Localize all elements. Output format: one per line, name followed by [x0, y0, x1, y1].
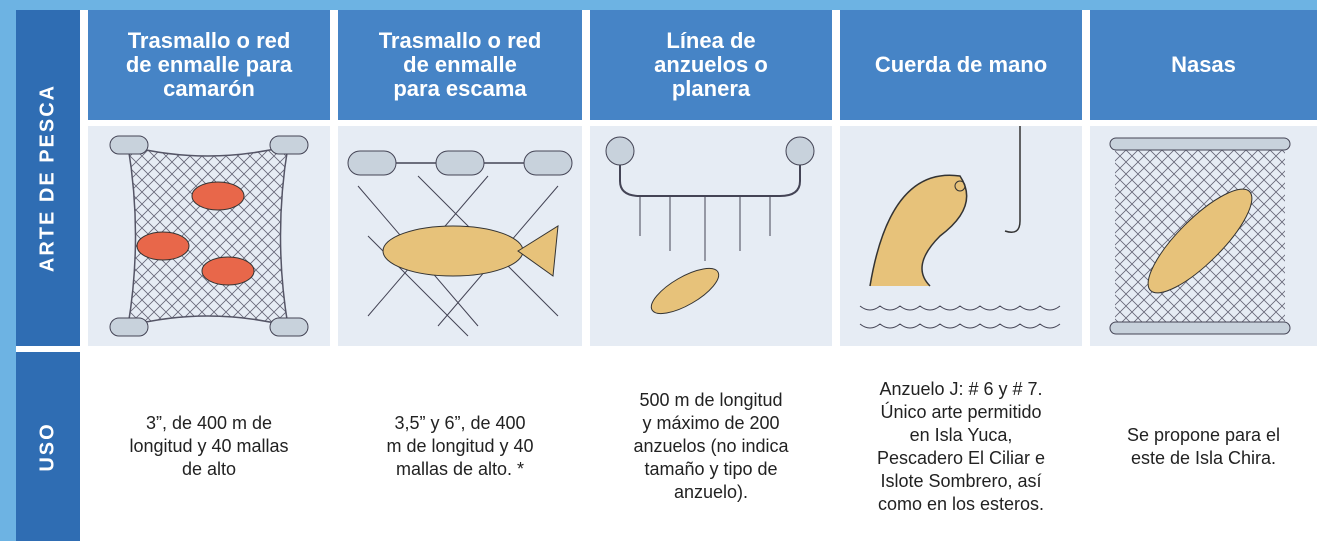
text-line: m de longitud y 40	[386, 436, 534, 456]
usage-cell: 3,5” y 6”, de 400 m de longitud y 40 malla…	[338, 352, 582, 541]
text-line: para escama	[393, 76, 527, 101]
text-line: camarón	[163, 76, 255, 101]
handline	[859, 126, 1061, 329]
text-line: este de Isla Chira.	[1130, 447, 1277, 468]
column-header: Línea de anzuelos o planera	[590, 10, 832, 120]
left-band	[0, 0, 16, 541]
longline	[605, 136, 815, 315]
usage-cell: 500 m de longitud y máximo de 200 anzuelos…	[590, 352, 832, 541]
text-line: de enmalle	[403, 52, 517, 77]
fish-trap	[1109, 137, 1291, 335]
illustration	[338, 126, 582, 346]
text-line: Trasmallo o red	[378, 28, 542, 53]
side-label-box: USO	[16, 352, 80, 541]
side-label: USO	[36, 421, 59, 472]
text-line: y máximo de 200	[642, 413, 780, 433]
text-line: planera	[671, 76, 751, 101]
text-line: anzuelos o	[654, 52, 768, 77]
text-line: tamaño y tipo de	[644, 459, 778, 479]
text-line: Línea de	[666, 28, 756, 53]
text-line: como en los esteros.	[877, 493, 1045, 514]
illustration	[1090, 126, 1317, 346]
text-line: anzuelos (no indica	[633, 436, 789, 456]
text-line: en Isla Yuca,	[909, 424, 1013, 445]
illustration	[88, 126, 330, 346]
text-line: Trasmallo o red	[127, 28, 291, 53]
text-line: 500 m de longitud	[639, 390, 783, 410]
text-line: Anzuelo J: # 6 y # 7.	[879, 378, 1043, 399]
usage-cell: Se propone para el este de Isla Chira.	[1090, 352, 1317, 541]
text-line: Islote Sombrero, así	[880, 470, 1042, 491]
shrimp-net	[109, 135, 309, 337]
column-header: Trasmallo o red de enmalle para camarón	[88, 10, 330, 120]
text-line: longitud y 40 mallas	[129, 436, 289, 456]
column-header: Cuerda de mano	[840, 10, 1082, 120]
text-line: Único arte permitido	[880, 401, 1042, 422]
illustration	[590, 126, 832, 346]
side-label: ARTE DE PESCA	[36, 83, 59, 273]
usage-cell: 3”, de 400 m de longitud y 40 mallas de al…	[88, 352, 330, 541]
text-line: 3,5” y 6”, de 400	[394, 413, 526, 433]
text-line: mallas de alto. *	[395, 459, 525, 479]
text-line: de alto	[181, 459, 237, 479]
text-line: Pescadero El Ciliar e	[876, 447, 1046, 468]
text-line: Se propone para el	[1126, 424, 1281, 445]
text-line: de enmalle para	[125, 52, 293, 77]
column-header: Nasas	[1090, 10, 1317, 120]
illustration	[840, 126, 1082, 346]
text-line: Nasas	[1171, 52, 1236, 77]
text-line: Cuerda de mano	[874, 52, 1048, 77]
text-line: 3”, de 400 m de	[145, 413, 273, 433]
column-header: Trasmallo o red de enmalle para escama	[338, 10, 582, 120]
side-label-box: ARTE DE PESCA	[16, 10, 80, 346]
text-line: anzuelo).	[673, 482, 749, 502]
top-band	[0, 0, 1317, 10]
usage-cell: Anzuelo J: # 6 y # 7. Único arte permitid…	[840, 352, 1082, 541]
fish-net	[347, 150, 573, 337]
